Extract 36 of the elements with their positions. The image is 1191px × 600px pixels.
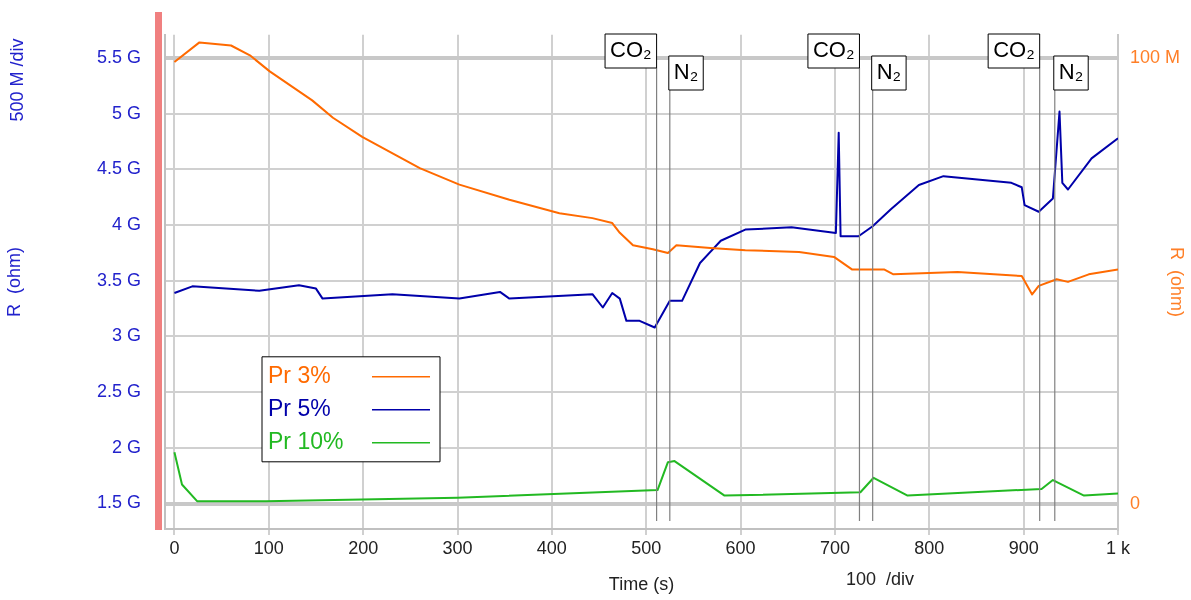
ref-line-label: CO₂: [993, 37, 1035, 63]
text: 100 /div: [845, 568, 915, 589]
y-tick-label: 5.5 G: [96, 47, 141, 68]
x-tick-label: 200: [348, 537, 379, 558]
x-tick-label: 100: [253, 537, 284, 558]
x-tick-label: 0: [169, 537, 180, 558]
x-tick-label: 700: [819, 537, 850, 558]
text: 500 M /div: [6, 38, 27, 122]
x-tick-label: 500: [631, 537, 662, 558]
ref-line-label: CO₂: [812, 37, 855, 63]
y-tick-label: 3.5 G: [96, 269, 141, 290]
legend-label: Pr 5%: [268, 395, 331, 422]
y-axis-title: R (ohm): [3, 246, 24, 317]
ref-line-label: N₂: [1058, 59, 1084, 85]
y-tick-label: 4 G: [111, 214, 141, 235]
x-tick-label: 1 k: [1105, 537, 1131, 558]
y-tick-label: 4.5 G: [96, 158, 141, 179]
y-tick-label: 1.5 G: [96, 492, 141, 513]
y-tick-label: 2.5 G: [96, 381, 141, 402]
y2-tick-label: 0: [1130, 492, 1141, 513]
x-tick-label: 600: [725, 537, 756, 558]
y2-axis-title: R (ohm): [1167, 246, 1188, 317]
y-tick-label: 3 G: [111, 325, 141, 346]
ref-line-label: N₂: [876, 59, 902, 85]
y-tick-label: 2 G: [111, 436, 141, 457]
x-tick-label: 400: [536, 537, 567, 558]
x-tick-label: 800: [914, 537, 945, 558]
ref-line-label: CO₂: [610, 37, 652, 63]
x-tick-label: 300: [442, 537, 473, 558]
x-tick-label: 900: [1008, 537, 1039, 558]
legend-label: Pr 10%: [268, 428, 344, 455]
y2-tick-label: 100 M: [1130, 46, 1181, 67]
y-tick-label: 5 G: [111, 102, 141, 123]
ref-line-label: N₂: [673, 59, 699, 85]
x-axis-title: Time (s): [608, 574, 675, 595]
legend-label: Pr 3%: [268, 362, 331, 389]
